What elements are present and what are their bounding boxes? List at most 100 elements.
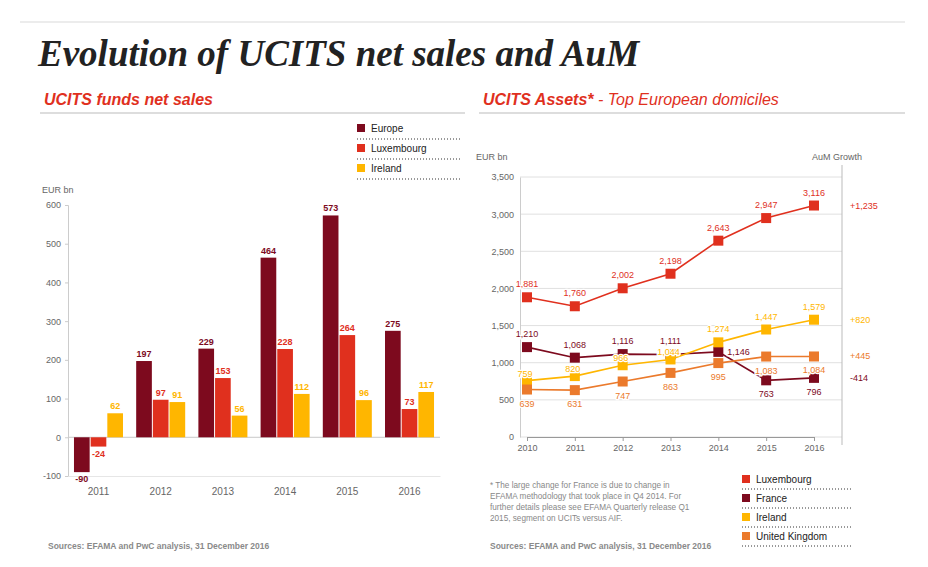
data-label: 73 [405,397,415,407]
tick-label: 0 [509,432,514,442]
x-tick: 2015 [336,476,359,497]
growth-label: +1,235 [850,201,878,211]
marker [761,352,771,362]
marker [666,269,676,279]
data-label: 275 [385,319,400,329]
marker [618,283,628,293]
tick-label: 300 [46,317,61,327]
chart-title: UCITS Assets* - Top European domiciles [483,91,779,108]
legend-rule [742,527,852,528]
data-label: -90 [75,474,88,484]
data-label: 264 [340,323,355,333]
legend-label: France [756,493,788,504]
y-tick: -100 [43,471,68,481]
data-label: -24 [92,449,105,459]
bar [198,349,214,438]
bar [385,331,401,437]
footnote-line: further details please see EFAMA Quarter… [490,503,690,512]
x-tick: 2014 [274,476,297,497]
tick-mark [65,321,68,322]
tick-mark [671,437,672,441]
y-tick: 2,500 [491,247,520,257]
tick-mark [766,437,767,441]
legend-label: United Kingdom [756,531,827,542]
legend-swatch [357,164,365,172]
header-rule [20,22,905,23]
y-tick: 300 [46,317,68,327]
marker [809,351,819,361]
tick-label: 400 [46,278,61,288]
data-label: 759 [517,369,532,379]
footnote-line: * The large change for France is due to … [490,481,670,490]
data-labels: -90197229464573275-249715322826473629156… [75,203,433,484]
x-tick: 2011 [566,437,585,453]
tick-mark [575,437,576,441]
data-label: 197 [137,349,152,359]
bar [232,416,248,438]
series-line [527,347,814,380]
growth-label: -414 [850,373,868,383]
data-label: 1,068 [564,340,587,350]
data-label: 1,760 [564,288,587,298]
legend-swatch [742,475,750,483]
data-labels: 1,8811,7602,0022,1982,6432,9473,1161,210… [516,188,826,410]
axis-line [69,476,441,477]
legend-label: Luxembourg [756,474,812,485]
series-line [527,206,814,307]
x-tick: 2012 [613,437,633,453]
tick-mark [814,437,815,441]
tick-label: 2016 [398,486,421,497]
data-label: 1,881 [516,279,539,289]
x-tick: 2012 [150,476,173,497]
marker [713,347,723,357]
tick-label: -100 [43,471,61,481]
data-label: 96 [359,388,369,398]
growth-divider [842,165,843,445]
tick-label: 2013 [661,443,681,453]
tick-label: 1,000 [491,358,514,368]
marker [713,358,723,368]
tick-label: 2012 [150,486,173,497]
legend-item: France [742,493,852,508]
y-tick: 400 [46,278,68,288]
marker [761,325,771,335]
marker [522,385,532,395]
data-label: 966 [613,353,628,363]
x-tick: 2014 [709,437,729,453]
tick-label: 2014 [274,486,297,497]
marker [666,368,676,378]
tick-label: 2011 [88,486,110,497]
bar [402,409,418,437]
x-tick: 2013 [661,437,681,453]
data-label: 1,116 [612,336,634,346]
bar [136,361,152,437]
bar [339,335,355,437]
y-tick: 500 [499,395,520,405]
x-tick: 2016 [804,437,824,453]
data-label: 1,111 [660,336,681,346]
tick-label: 500 [499,395,514,405]
legend-swatch [357,124,365,132]
tick-mark [527,437,528,441]
legend-label: Europe [371,123,404,134]
tick-label: 1,500 [491,321,514,331]
lines [522,201,819,396]
y-tick: 0 [509,432,520,442]
marker [570,385,580,395]
legend-label: Ireland [371,163,402,174]
data-label: 3,116 [803,188,825,198]
bar [153,400,169,438]
data-label: 117 [419,380,434,390]
data-label: 229 [199,337,214,347]
bar [215,378,231,437]
data-label: 62 [110,401,120,411]
tick-label: 2016 [804,443,824,453]
y-tick: 0 [56,433,68,443]
data-label: 2,198 [659,256,682,266]
tick-mark [65,476,68,477]
marker [522,292,532,302]
bar [261,258,277,438]
y-tick: 1,000 [491,358,520,368]
tick-label: 2012 [613,443,633,453]
bar [418,392,434,437]
